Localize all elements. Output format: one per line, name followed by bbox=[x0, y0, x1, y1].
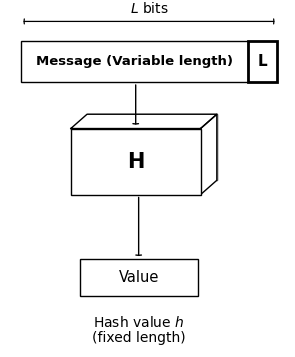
Bar bbox=[80, 259, 198, 296]
Text: Hash value $h$: Hash value $h$ bbox=[93, 315, 184, 330]
Text: Value: Value bbox=[119, 270, 159, 285]
Bar bbox=[71, 129, 201, 195]
Text: L: L bbox=[258, 54, 267, 69]
Polygon shape bbox=[201, 114, 217, 195]
Text: H: H bbox=[127, 151, 144, 172]
Text: Message (Variable length): Message (Variable length) bbox=[36, 55, 233, 68]
Text: $L$ bits: $L$ bits bbox=[130, 1, 168, 16]
Text: (fixed length): (fixed length) bbox=[92, 331, 186, 345]
Bar bbox=[21, 41, 248, 82]
Bar bbox=[248, 41, 277, 82]
Polygon shape bbox=[71, 114, 217, 129]
Bar bbox=[87, 114, 217, 180]
